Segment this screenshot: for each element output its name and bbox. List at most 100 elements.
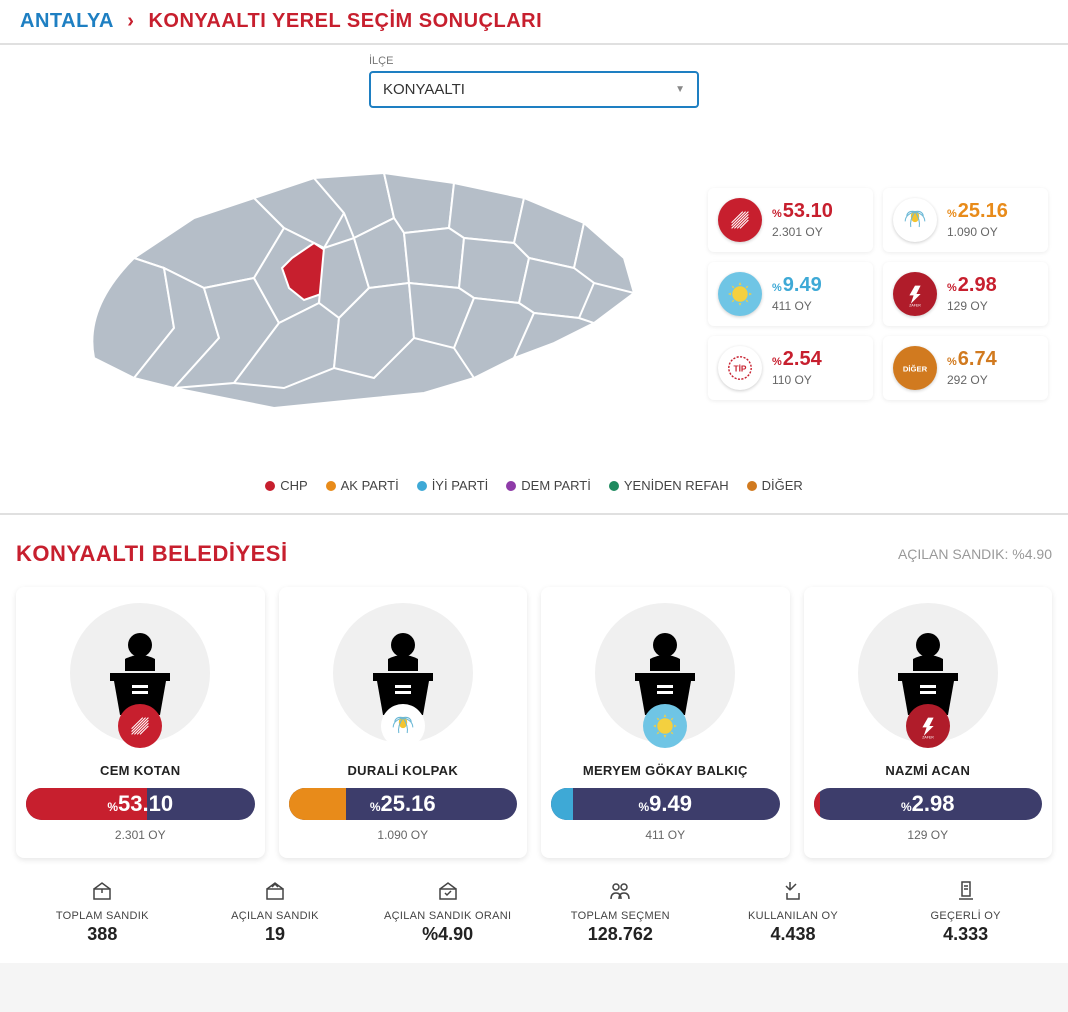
candidate-avatar: ZAFER [858, 603, 998, 743]
candidate-card[interactable]: ZAFER NAZMİ ACAN %2.98 129 OY [804, 587, 1053, 858]
breadcrumb-province[interactable]: ANTALYA [20, 10, 113, 32]
legend-label: İYİ PARTİ [432, 478, 489, 493]
candidate-name: MERYEM GÖKAY BALKIÇ [551, 763, 780, 778]
party-votes: 129 OY [947, 299, 997, 313]
candidate-card[interactable]: DURALİ KOLPAK %25.16 1.090 OY [279, 587, 528, 858]
legend-label: DEM PARTİ [521, 478, 591, 493]
legend-label: DİĞER [762, 478, 803, 493]
district-value: KONYAALTI [383, 81, 465, 98]
candidate-name: DURALİ KOLPAK [289, 763, 518, 778]
stat-item: KULLANILAN OY 4.438 [707, 878, 880, 945]
stat-icon [189, 878, 362, 904]
stat-item: TOPLAM SEÇMEN 128.762 [534, 878, 707, 945]
legend-item: CHP [265, 478, 307, 493]
stat-value: 4.333 [879, 924, 1052, 945]
candidate-party-badge-icon [643, 704, 687, 748]
party-logo-icon: TİP [718, 346, 762, 390]
party-card[interactable]: %9.49 411 OY [708, 262, 873, 326]
party-logo-icon [718, 272, 762, 316]
party-card[interactable]: ZAFER %2.98 129 OY [883, 262, 1048, 326]
candidate-party-badge-icon: ZAFER [906, 704, 950, 748]
candidate-votes: 1.090 OY [289, 828, 518, 842]
divider [0, 513, 1068, 515]
legend-dot-icon [609, 481, 619, 491]
party-votes: 411 OY [772, 299, 822, 313]
chevron-down-icon: ▼ [675, 84, 685, 95]
party-votes: 110 OY [772, 373, 822, 387]
candidate-name: NAZMİ ACAN [814, 763, 1043, 778]
map-legend: CHP AK PARTİ İYİ PARTİ DEM PARTİ YENİDEN REF… [20, 478, 1048, 493]
party-percentage: %25.16 [947, 201, 1008, 221]
party-percentage: %2.54 [772, 349, 822, 369]
candidate-card[interactable]: CEM KOTAN %53.10 2.301 OY [16, 587, 265, 858]
candidate-votes: 2.301 OY [26, 828, 255, 842]
stat-value: 19 [189, 924, 362, 945]
stat-value: 4.438 [707, 924, 880, 945]
legend-dot-icon [326, 481, 336, 491]
party-votes: 1.090 OY [947, 225, 1008, 239]
candidate-card[interactable]: MERYEM GÖKAY BALKIÇ %9.49 411 OY [541, 587, 790, 858]
stat-icon [534, 878, 707, 904]
party-card[interactable]: %53.10 2.301 OY [708, 188, 873, 252]
legend-item: DİĞER [747, 478, 803, 493]
stat-label: KULLANILAN OY [707, 910, 880, 922]
stat-item: AÇILAN SANDIK 19 [189, 878, 362, 945]
stat-item: GEÇERLİ OY 4.333 [879, 878, 1052, 945]
stat-item: AÇILAN SANDIK ORANI %4.90 [361, 878, 534, 945]
party-card[interactable]: TİP %2.54 110 OY [708, 336, 873, 400]
party-votes: 292 OY [947, 373, 997, 387]
svg-text:DİĞER: DİĞER [903, 365, 928, 374]
chevron-right-icon: › [127, 10, 134, 32]
legend-label: YENİDEN REFAH [624, 478, 729, 493]
svg-text:ZAFER: ZAFER [922, 736, 934, 740]
municipality-title: KONYAALTI BELEDİYESİ [16, 541, 288, 567]
legend-item: AK PARTİ [326, 478, 399, 493]
stat-icon [16, 878, 189, 904]
candidate-avatar [70, 603, 210, 743]
opened-boxes-label: AÇILAN SANDIK: %4.90 [898, 546, 1052, 562]
party-logo-icon: DİĞER [893, 346, 937, 390]
stat-icon [707, 878, 880, 904]
party-percentage: %53.10 [772, 201, 833, 221]
stat-label: TOPLAM SANDIK [16, 910, 189, 922]
district-label: İLÇE [369, 55, 699, 67]
legend-item: İYİ PARTİ [417, 478, 489, 493]
party-percentage: %6.74 [947, 349, 997, 369]
stat-label: TOPLAM SEÇMEN [534, 910, 707, 922]
party-percentage: %2.98 [947, 275, 997, 295]
legend-dot-icon [265, 481, 275, 491]
legend-dot-icon [417, 481, 427, 491]
candidate-avatar [595, 603, 735, 743]
party-card[interactable]: %25.16 1.090 OY [883, 188, 1048, 252]
party-votes: 2.301 OY [772, 225, 833, 239]
svg-text:ZAFER: ZAFER [909, 304, 921, 308]
party-logo-icon [893, 198, 937, 242]
candidate-party-badge-icon [118, 704, 162, 748]
candidate-votes: 411 OY [551, 828, 780, 842]
party-card[interactable]: DİĞER %6.74 292 OY [883, 336, 1048, 400]
candidate-avatar [333, 603, 473, 743]
stat-icon [879, 878, 1052, 904]
breadcrumb: ANTALYA › KONYAALTI YEREL SEÇİM SONUÇLAR… [0, 0, 1068, 43]
stat-label: AÇILAN SANDIK ORANI [361, 910, 534, 922]
stat-value: %4.90 [361, 924, 534, 945]
party-percentage: %9.49 [772, 275, 822, 295]
stat-label: AÇILAN SANDIK [189, 910, 362, 922]
legend-dot-icon [506, 481, 516, 491]
svg-text:TİP: TİP [733, 364, 746, 374]
stat-item: TOPLAM SANDIK 388 [16, 878, 189, 945]
legend-item: YENİDEN REFAH [609, 478, 729, 493]
party-logo-icon [718, 198, 762, 242]
district-map[interactable] [20, 128, 688, 448]
legend-label: CHP [280, 478, 307, 493]
stat-icon [361, 878, 534, 904]
candidate-name: CEM KOTAN [26, 763, 255, 778]
candidate-party-badge-icon [381, 704, 425, 748]
stat-value: 128.762 [534, 924, 707, 945]
percentage-bar: %2.98 [814, 788, 1043, 820]
stat-label: GEÇERLİ OY [879, 910, 1052, 922]
candidate-votes: 129 OY [814, 828, 1043, 842]
legend-label: AK PARTİ [341, 478, 399, 493]
percentage-bar: %9.49 [551, 788, 780, 820]
district-select[interactable]: KONYAALTI ▼ [369, 71, 699, 108]
